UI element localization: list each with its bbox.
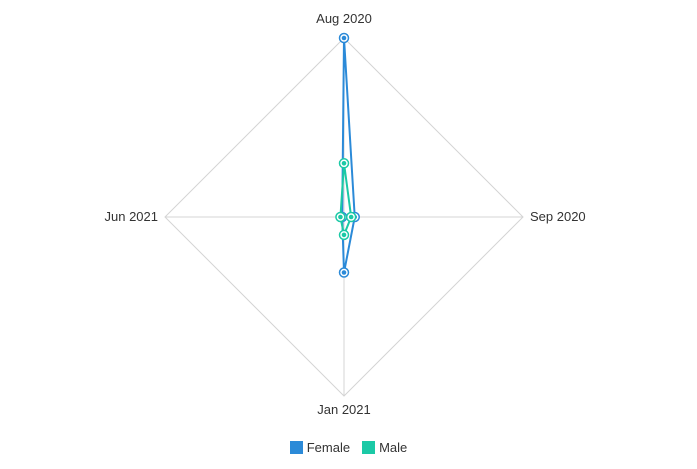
chart-legend: Female Male: [0, 440, 697, 455]
data-point-center: [338, 214, 343, 220]
legend-item[interactable]: Male: [362, 440, 407, 455]
legend-item[interactable]: Female: [289, 440, 351, 455]
legend-swatch: [362, 441, 376, 454]
radar-series: [335, 32, 360, 278]
legend-label: Female: [306, 440, 351, 455]
axis-label: Sep 2020: [530, 209, 586, 224]
legend-label: Male: [379, 440, 408, 455]
data-point-center: [341, 161, 347, 166]
data-point-center: [341, 232, 347, 238]
axis-label: Jun 2021: [105, 209, 159, 224]
data-point-center: [348, 214, 354, 220]
axis-label: Jan 2021: [317, 402, 371, 417]
radar-axis-labels: Aug 2020 Sep 2020 Jan 2021 Jun 2021: [105, 11, 586, 417]
axis-label: Aug 2020: [316, 11, 372, 26]
legend-swatch: [289, 441, 303, 454]
data-point-center: [341, 270, 347, 275]
data-point-center: [341, 35, 347, 41]
